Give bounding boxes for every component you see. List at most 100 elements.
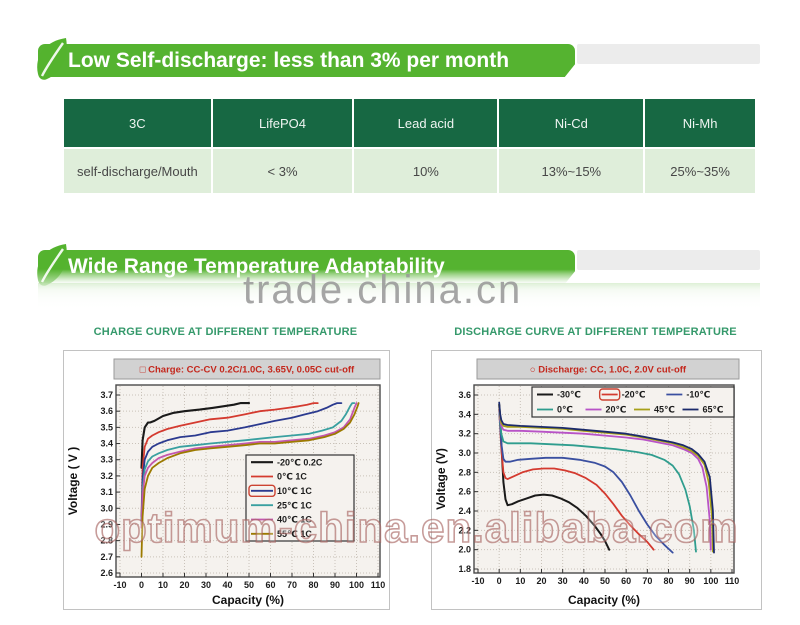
y-tick-label: 3.3 (100, 455, 113, 465)
table-header-cell: Lead acid (354, 99, 498, 147)
legend-highlight-box (248, 484, 276, 498)
banner-extension-bar (577, 250, 760, 270)
x-tick-label: 60 (621, 576, 631, 586)
x-tick-label: 110 (725, 576, 740, 586)
table-cell: self-discharge/Mouth (64, 149, 211, 193)
banner-extension-bar (577, 44, 760, 64)
x-tick-label: 20 (179, 580, 189, 590)
table-header-cell: Ni-Cd (499, 99, 644, 147)
y-tick-label: 3.6 (458, 390, 471, 400)
banner-low-self-discharge: Low Self-discharge: less than 3% per mon… (37, 38, 576, 80)
series-line (140, 402, 343, 523)
legend-label: -30℃ (557, 390, 581, 400)
series-line (140, 402, 251, 469)
y-tick-label: 2.4 (458, 506, 471, 516)
x-tick-label: 0 (497, 576, 502, 586)
banner-text: Low Self-discharge: less than 3% per mon… (68, 49, 510, 72)
y-tick-label: 1.8 (458, 564, 471, 574)
legend-label: 0℃ 1C (277, 472, 307, 482)
x-axis-label: Capacity (%) (212, 593, 284, 607)
y-axis-label: Voltage ( V ) (66, 447, 80, 515)
y-tick-label: 2.9 (100, 519, 113, 529)
legend-label: 0℃ (557, 405, 573, 415)
y-tick-label: 3.4 (458, 409, 471, 419)
legend-label: 25℃ 1C (277, 500, 312, 510)
chart-legend (245, 454, 355, 542)
y-axis-label: Voltage (V) (434, 448, 448, 510)
series-line (498, 403, 611, 551)
y-tick-label: 3.7 (100, 390, 113, 400)
legend-label: 10℃ 1C (277, 486, 312, 496)
x-tick-label: 70 (287, 580, 297, 590)
chart-header-label: ○ Discharge: CC, 1.0C, 2.0V cut-off (530, 365, 687, 376)
x-tick-label: 60 (265, 580, 275, 590)
x-tick-label: 40 (222, 580, 232, 590)
table-row: self-discharge/Mouth < 3% 10% 13%~15% 25… (64, 149, 755, 193)
white-fade-overlay (28, 269, 772, 315)
x-tick-label: 70 (642, 576, 652, 586)
y-tick-label: 3.0 (100, 503, 113, 513)
x-tick-label: -10 (471, 576, 484, 586)
table-cell: 25%~35% (645, 149, 755, 193)
series-line (140, 402, 360, 558)
x-axis-label: Capacity (%) (568, 593, 640, 607)
series-line (498, 408, 674, 554)
series-line (140, 402, 319, 518)
table-cell: 13%~15% (499, 149, 644, 193)
y-tick-label: 3.6 (100, 406, 113, 416)
legend-label: 40℃ 1C (277, 515, 312, 525)
x-tick-label: 100 (703, 576, 718, 586)
y-tick-label: 3.1 (100, 487, 113, 497)
charge-chart-title: CHARGE CURVE AT DIFFERENT TEMPERATURE (93, 326, 358, 338)
legend-highlight-box (598, 388, 621, 401)
legend-label: -20℃ 0.2C (277, 457, 323, 467)
x-tick-label: 0 (139, 580, 144, 590)
series-line (498, 408, 655, 551)
charge-curve-chart: -10 0 10 20 30 40 50 60 70 80 90 100 110 2.6 2.7 2.8 2.9… (63, 350, 390, 610)
y-tick-label: 3.2 (458, 429, 471, 439)
discharge-curve-chart-svg: -10 0 10 20 30 40 50 60 70 80 90 100 110 1.8 2.0 2.2 2.4… (434, 358, 740, 607)
chart-header-bar (476, 358, 740, 380)
x-tick-label: 90 (330, 580, 340, 590)
y-tick-label: 3.4 (100, 439, 113, 449)
chart-header-bar (113, 358, 381, 380)
y-tick-label: 3.0 (458, 448, 471, 458)
trade-china-watermark: trade.china.cn (243, 268, 523, 312)
charge-curve-chart-svg: -10 0 10 20 30 40 50 60 70 80 90 100 110 2.6 2.7 2.8 2.9… (66, 358, 385, 607)
table-header-cell: LifePO4 (212, 99, 353, 147)
legend-label: 45℃ (654, 405, 675, 415)
chart-header-label: □ Charge: CC-CV 0.2C/1.0C, 3.65V, 0.05C … (140, 365, 355, 376)
x-tick-label: 50 (600, 576, 610, 586)
x-tick-label: 10 (515, 576, 525, 586)
leaf-icon (37, 38, 67, 80)
x-tick-label: 80 (663, 576, 673, 586)
self-discharge-table: 3C LifePO4 Lead acid Ni-Cd Ni-Mh self-di… (62, 97, 757, 195)
table-header-row: 3C LifePO4 Lead acid Ni-Cd Ni-Mh (64, 99, 755, 147)
table-header-cell: 3C (64, 99, 211, 147)
y-tick-label: 3.5 (100, 422, 113, 432)
series-line (498, 401, 715, 554)
series-line (140, 402, 358, 529)
y-tick-label: 2.2 (458, 525, 471, 535)
x-tick-label: 20 (536, 576, 546, 586)
x-tick-label: 30 (558, 576, 568, 586)
series-line (498, 405, 697, 553)
y-tick-label: 2.7 (100, 552, 113, 562)
x-tick-label: 90 (685, 576, 695, 586)
x-tick-label: 80 (308, 580, 318, 590)
y-tick-label: 2.6 (458, 487, 471, 497)
table-cell: < 3% (212, 149, 353, 193)
legend-label: -10℃ (686, 390, 710, 400)
x-tick-label: 30 (201, 580, 211, 590)
y-tick-label: 3.2 (100, 471, 113, 481)
x-tick-label: 40 (579, 576, 589, 586)
legend-label: 65℃ (703, 405, 724, 415)
x-tick-label: 50 (244, 580, 254, 590)
series-line (140, 402, 356, 526)
x-tick-label: 10 (158, 580, 168, 590)
legend-label: 20℃ (606, 405, 627, 415)
y-tick-label: 2.0 (458, 545, 471, 555)
table-header-cell: Ni-Mh (645, 99, 755, 147)
legend-label: -20℃ (622, 390, 646, 400)
